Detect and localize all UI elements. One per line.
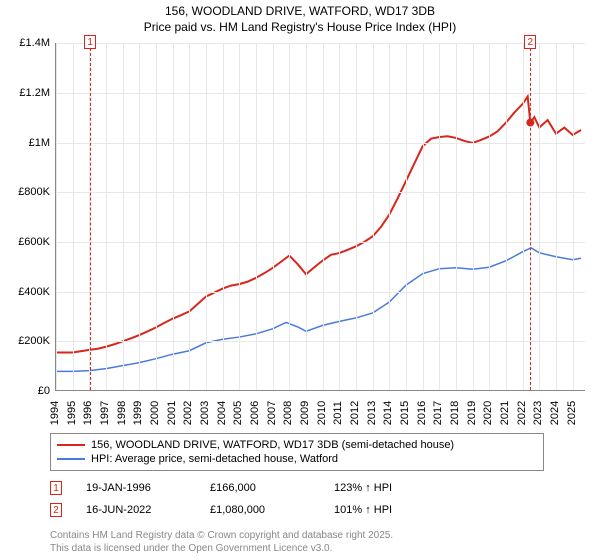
event-marker: 2: [524, 35, 536, 49]
x-tick-label: 2001: [166, 401, 178, 425]
x-tick-label: 2008: [282, 401, 294, 425]
y-tick-label: £0: [10, 385, 50, 397]
y-tick-label: £600K: [10, 236, 50, 248]
x-tick-label: 2023: [532, 401, 544, 425]
title-line1: 156, WOODLAND DRIVE, WATFORD, WD17 3DB: [165, 4, 435, 18]
plot-region: 12: [55, 43, 585, 391]
x-tick-label: 2024: [549, 401, 561, 425]
x-tick-label: 2014: [382, 401, 394, 425]
event-table: 119-JAN-1996£166,000123% ↑ HPI216-JUN-20…: [50, 477, 600, 521]
x-tick-label: 2019: [466, 401, 478, 425]
x-tick-label: 2009: [299, 401, 311, 425]
y-tick-label: £1.2M: [10, 87, 50, 99]
x-tick-label: 2005: [232, 401, 244, 425]
event-row: 216-JUN-2022£1,080,000101% ↑ HPI: [50, 499, 600, 521]
x-tick-label: 2025: [566, 401, 578, 425]
chart-title: 156, WOODLAND DRIVE, WATFORD, WD17 3DB P…: [0, 0, 600, 37]
x-tick-label: 2006: [249, 401, 261, 425]
x-tick-label: 2004: [216, 401, 228, 425]
x-tick-label: 1997: [99, 401, 111, 425]
x-tick-label: 2003: [199, 401, 211, 425]
legend-label: 156, WOODLAND DRIVE, WATFORD, WD17 3DB (…: [91, 439, 454, 451]
footnote-line1: Contains HM Land Registry data © Crown c…: [50, 530, 393, 541]
x-tick-label: 2013: [366, 401, 378, 425]
y-tick-label: £800K: [10, 186, 50, 198]
x-tick-label: 2018: [449, 401, 461, 425]
x-tick-label: 2000: [149, 401, 161, 425]
legend-row: 156, WOODLAND DRIVE, WATFORD, WD17 3DB (…: [57, 438, 537, 452]
x-tick-label: 1994: [49, 401, 61, 425]
event-marker: 1: [84, 35, 96, 49]
title-line2: Price paid vs. HM Land Registry's House …: [144, 20, 456, 34]
legend-row: HPI: Average price, semi-detached house,…: [57, 452, 537, 466]
y-tick-label: £1M: [10, 137, 50, 149]
x-tick-label: 2017: [432, 401, 444, 425]
chart-area: 12 £0£200K£400K£600K£800K£1M£1.2M£1.4M19…: [5, 37, 595, 427]
x-tick-label: 1995: [66, 401, 78, 425]
x-tick-label: 1999: [132, 401, 144, 425]
x-tick-label: 2012: [349, 401, 361, 425]
footnote-line2: This data is licensed under the Open Gov…: [50, 543, 332, 554]
x-tick-label: 2011: [332, 401, 344, 425]
x-tick-label: 2015: [399, 401, 411, 425]
x-tick-label: 1996: [82, 401, 94, 425]
legend-label: HPI: Average price, semi-detached house,…: [91, 453, 338, 465]
y-tick-label: £200K: [10, 335, 50, 347]
footnote: Contains HM Land Registry data © Crown c…: [50, 529, 600, 555]
y-tick-label: £1.4M: [10, 37, 50, 49]
y-tick-label: £400K: [10, 286, 50, 298]
x-tick-label: 2007: [266, 401, 278, 425]
x-tick-label: 2002: [182, 401, 194, 425]
x-tick-label: 2021: [499, 401, 511, 425]
x-tick-label: 1998: [116, 401, 128, 425]
event-row: 119-JAN-1996£166,000123% ↑ HPI: [50, 477, 600, 499]
x-tick-label: 2020: [482, 401, 494, 425]
x-tick-label: 2010: [316, 401, 328, 425]
legend: 156, WOODLAND DRIVE, WATFORD, WD17 3DB (…: [50, 433, 544, 471]
x-tick-label: 2016: [416, 401, 428, 425]
x-tick-label: 2022: [516, 401, 528, 425]
